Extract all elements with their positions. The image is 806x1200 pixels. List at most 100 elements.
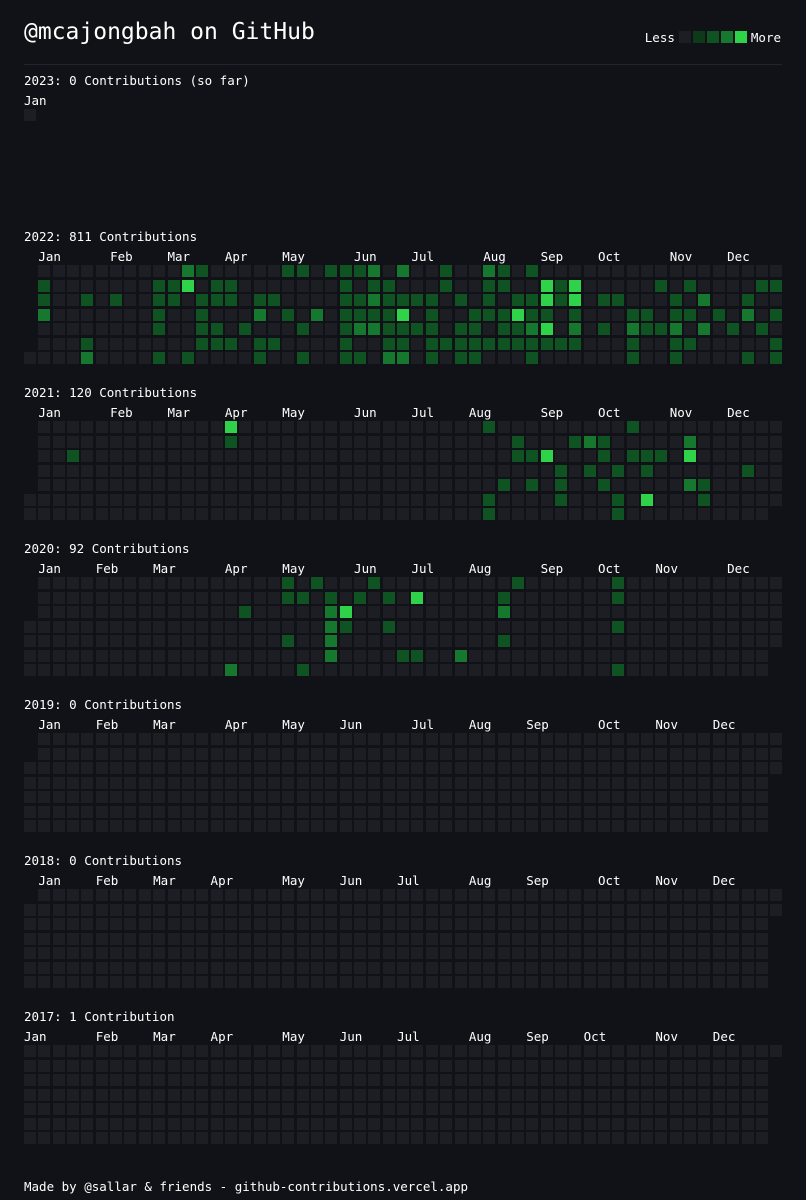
legend-level-2	[706, 31, 719, 43]
contribution-day	[655, 620, 668, 633]
contribution-day	[612, 1074, 625, 1086]
contribution-day	[52, 1132, 65, 1144]
month-labels: Jan Feb Mar Apr May Jun Jul Aug Sep Oct Nov Dec	[24, 873, 784, 889]
contribution-day	[339, 323, 352, 335]
contribution-day	[296, 976, 309, 988]
contribution-day	[67, 508, 80, 520]
contribution-day	[282, 903, 295, 916]
contribution-day	[511, 493, 524, 506]
contribution-day	[655, 308, 668, 321]
contribution-day	[468, 820, 481, 832]
contribution-day	[411, 1132, 424, 1144]
contribution-day	[339, 308, 352, 321]
contribution-day	[138, 265, 151, 277]
contribution-day	[382, 947, 395, 959]
contribution-day	[727, 776, 740, 789]
contribution-day	[454, 493, 467, 506]
contribution-day	[770, 352, 783, 364]
contribution-day	[626, 479, 639, 491]
contribution-day	[153, 591, 166, 604]
contribution-day	[612, 479, 625, 491]
contribution-day	[81, 265, 94, 277]
contribution-day	[253, 1103, 266, 1115]
contribution-day	[397, 323, 410, 335]
contribution-day	[641, 1074, 654, 1086]
contribution-day	[755, 294, 768, 306]
contribution-day	[612, 577, 625, 589]
contribution-grid	[24, 421, 784, 525]
contribution-day	[124, 747, 137, 760]
contribution-day	[540, 421, 553, 433]
contribution-day	[138, 508, 151, 520]
contribution-day	[440, 294, 453, 306]
contribution-day	[282, 294, 295, 306]
contribution-day	[526, 450, 539, 462]
contribution-day	[239, 903, 252, 916]
contribution-day	[468, 649, 481, 662]
contribution-day	[196, 352, 209, 364]
contribution-day	[554, 903, 567, 916]
contribution-day	[397, 508, 410, 520]
contribution-day	[612, 747, 625, 760]
contribution-day	[110, 421, 123, 433]
contribution-day	[397, 747, 410, 760]
contribution-day	[741, 791, 754, 803]
contribution-day	[81, 1132, 94, 1144]
contribution-day	[282, 805, 295, 818]
contribution-day	[239, 493, 252, 506]
contribution-day	[239, 1103, 252, 1115]
contribution-day	[612, 464, 625, 477]
contribution-day	[67, 1074, 80, 1086]
contribution-day	[411, 805, 424, 818]
month-label-jul: Jul	[397, 1029, 420, 1044]
contribution-day	[282, 820, 295, 832]
contribution-day	[411, 918, 424, 930]
contribution-day	[712, 976, 725, 988]
contribution-day	[368, 479, 381, 491]
contribution-day	[95, 918, 108, 930]
contribution-day	[397, 1132, 410, 1144]
contribution-day	[311, 1074, 323, 1086]
contribution-day	[210, 479, 223, 491]
contribution-day	[325, 577, 338, 589]
contribution-day	[526, 308, 539, 321]
contribution-day	[239, 820, 252, 832]
contribution-day	[397, 1103, 410, 1115]
contribution-day	[354, 591, 367, 604]
contribution-day	[526, 337, 539, 350]
year-title: 2021: 120 Contributions	[24, 385, 198, 400]
contribution-day	[727, 889, 740, 901]
contribution-day	[483, 1103, 496, 1115]
contribution-day	[167, 1074, 180, 1086]
contribution-day	[526, 961, 539, 974]
contribution-day	[397, 606, 410, 618]
month-label-jul: Jul	[411, 717, 435, 732]
contribution-day	[425, 889, 438, 901]
contribution-day	[167, 903, 180, 916]
contribution-day	[755, 1088, 768, 1101]
contribution-day	[669, 450, 682, 462]
contribution-day	[770, 479, 783, 491]
contribution-day	[339, 903, 352, 916]
contribution-day	[454, 450, 467, 462]
contribution-day	[755, 464, 768, 477]
contribution-day	[81, 464, 94, 477]
contribution-day	[425, 903, 438, 916]
contribution-day	[698, 323, 711, 335]
contribution-day	[540, 747, 553, 760]
contribution-day	[267, 820, 280, 832]
month-label-oct: Oct	[598, 873, 621, 888]
contribution-day	[311, 664, 323, 676]
contribution-day	[325, 352, 338, 364]
contribution-day	[583, 635, 596, 647]
contribution-day	[554, 918, 567, 930]
contribution-day	[52, 1103, 65, 1115]
contribution-day	[239, 337, 252, 350]
contribution-day	[196, 508, 209, 520]
contribution-day	[641, 352, 654, 364]
contribution-day	[67, 635, 80, 647]
contribution-day	[38, 805, 51, 818]
contribution-day	[267, 337, 280, 350]
contribution-day	[339, 1045, 352, 1057]
contribution-day	[325, 1103, 338, 1115]
